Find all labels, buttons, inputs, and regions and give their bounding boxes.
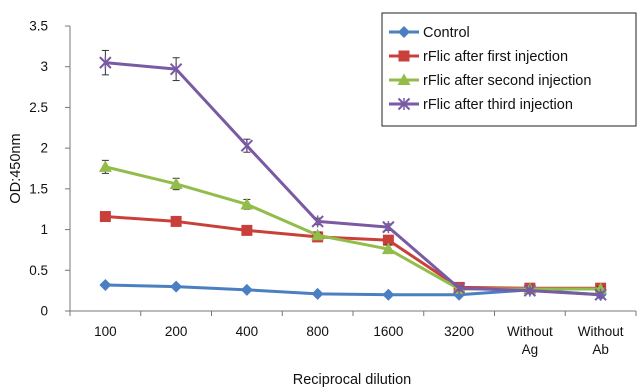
data-point: [311, 215, 324, 228]
x-tick-label: 400: [236, 324, 259, 339]
y-tick-label: 0: [40, 304, 48, 319]
legend-swatch-marker: [397, 97, 411, 111]
data-point: [99, 56, 112, 69]
legend-item: rFlic after first injection: [389, 49, 568, 65]
data-point: [240, 283, 253, 296]
y-tick-label: 1: [40, 222, 48, 237]
x-tick-label: 200: [165, 324, 188, 339]
data-point: [170, 215, 182, 227]
y-tick-label: 2.5: [29, 100, 48, 115]
legend-item: rFlic after third injection: [389, 97, 573, 113]
data-point: [452, 281, 466, 295]
data-point: [381, 242, 395, 255]
y-tick-label: 2: [40, 141, 48, 156]
series-line: [105, 215, 601, 290]
data-point: [382, 220, 395, 234]
x-tick-label: 100: [94, 324, 117, 339]
series-3: [98, 159, 608, 295]
legend-box: [381, 12, 637, 127]
y-tick-label: 1.5: [29, 181, 48, 196]
legend-item: rFlic after second injection: [389, 73, 591, 89]
data-point: [523, 284, 537, 297]
x-tick-label: Ab: [592, 342, 609, 357]
data-point: [382, 288, 395, 301]
y-tick-label: 0.5: [29, 263, 48, 278]
series-line: [105, 61, 601, 297]
data-point: [169, 177, 183, 189]
data-point: [170, 280, 183, 293]
legend-label: Control: [423, 25, 470, 41]
y-tick-label: 3.5: [29, 19, 48, 34]
legend-swatch-marker: [398, 50, 410, 62]
x-tick-label: 1600: [373, 324, 403, 339]
data-point: [240, 139, 254, 152]
data-point: [241, 224, 253, 236]
data-point: [311, 228, 325, 241]
data-point: [169, 62, 183, 76]
data-point: [98, 160, 112, 172]
series-4: [99, 49, 607, 301]
data-point: [240, 197, 254, 210]
data-point: [99, 211, 111, 223]
x-tick-label: 800: [306, 324, 329, 339]
x-axis-title: Reciprocal dilution: [293, 372, 411, 388]
x-tick-label: Ag: [522, 342, 539, 357]
legend-label: rFlic after first injection: [423, 49, 568, 65]
data-point: [311, 287, 324, 300]
x-tick-label: Without: [507, 324, 553, 339]
x-tick-label: Without: [578, 324, 624, 339]
data-point: [382, 234, 394, 246]
legend-label: rFlic after third injection: [423, 97, 573, 113]
legend-swatch-marker: [397, 73, 411, 85]
legend: Control rFlic after first injection rFlic …: [381, 12, 637, 127]
legend-swatch-marker: [398, 26, 410, 38]
x-tick-label: 3200: [444, 324, 474, 339]
y-tick-label: 3: [40, 59, 48, 74]
data-point: [594, 288, 607, 301]
data-point: [99, 278, 112, 291]
legend-item: Control: [389, 25, 470, 41]
y-axis-title: OD:450nm: [8, 133, 24, 203]
legend-label: rFlic after second injection: [423, 73, 591, 89]
